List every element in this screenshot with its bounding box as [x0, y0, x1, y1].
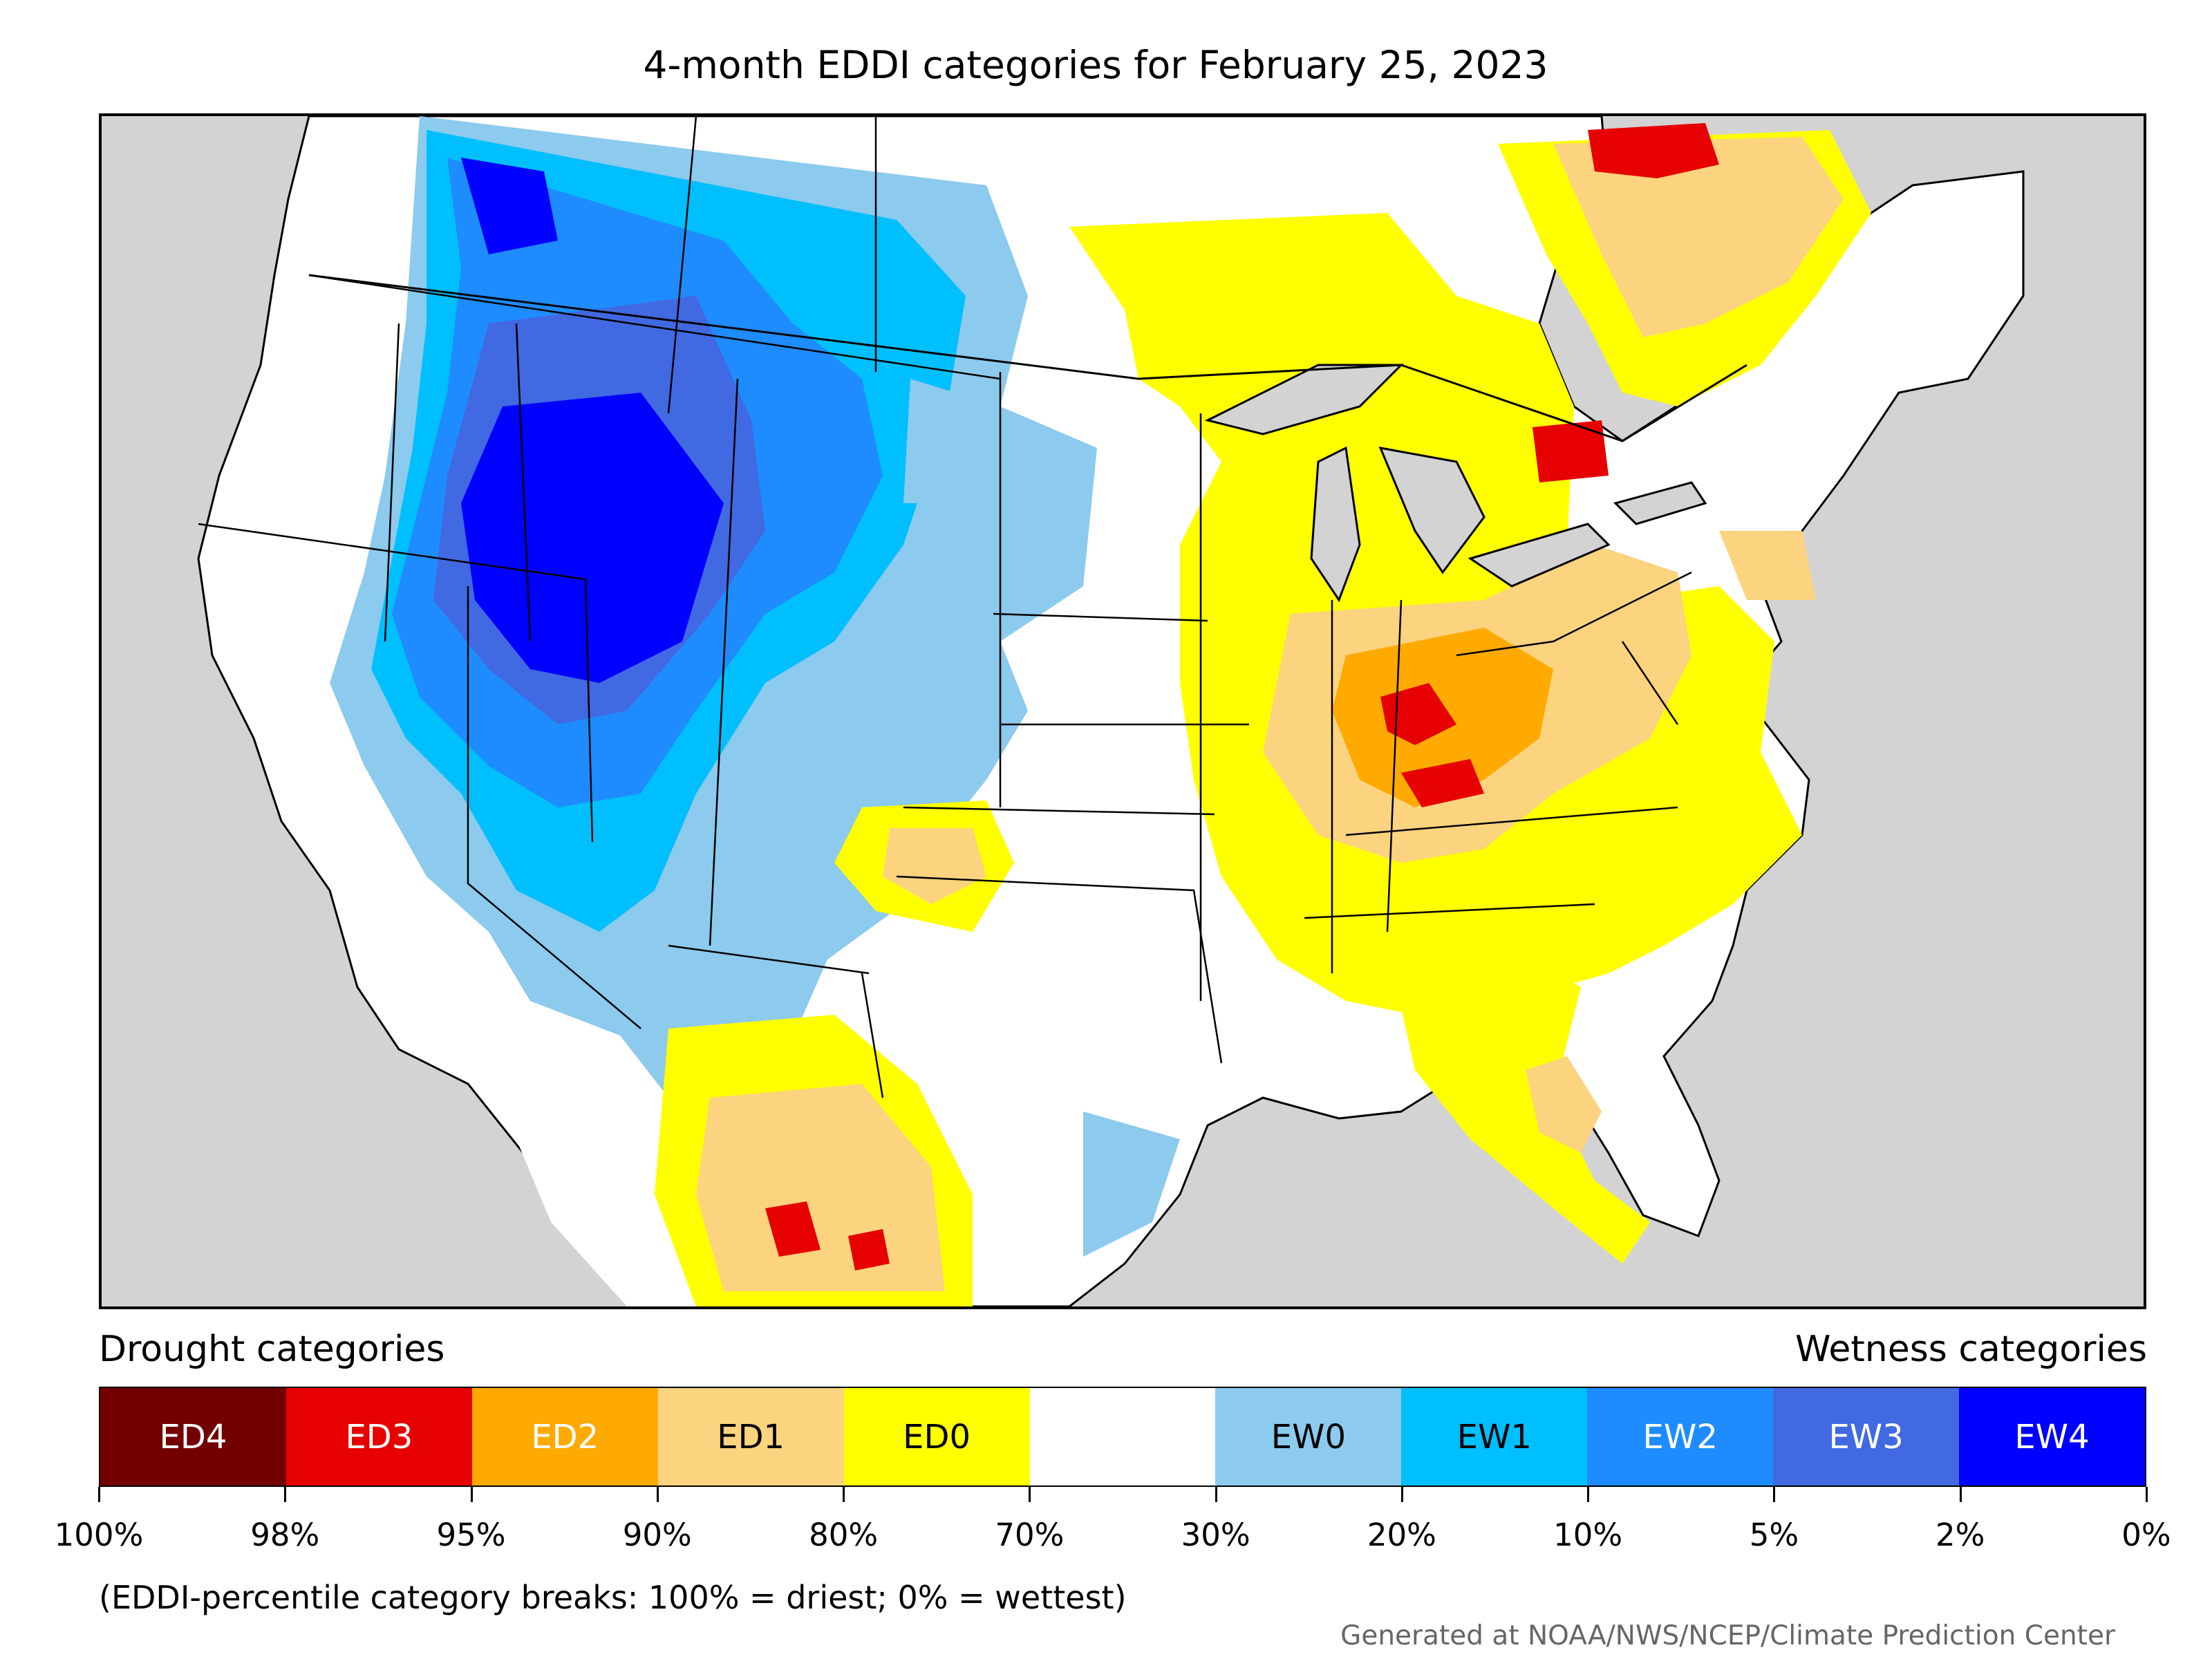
legend-cell-ed4: ED4: [100, 1388, 286, 1485]
legend-cell-ed2: ED2: [471, 1388, 658, 1485]
colorbar-ticks: [98, 1487, 2148, 1502]
legend-cell-ew4: EW4: [1959, 1388, 2145, 1485]
colorbar-tick: [1029, 1487, 1031, 1502]
eddi-map: [99, 113, 2146, 1309]
colorbar-tick-label: 10%: [1553, 1517, 1623, 1553]
legend-cell-ew2: EW2: [1587, 1388, 1774, 1485]
state-boundaries: [198, 116, 1692, 1098]
legend-cell-neutral: [1029, 1388, 1216, 1485]
colorbar-tick: [1400, 1487, 1403, 1502]
colorbar-tick-label: 90%: [622, 1517, 692, 1553]
credit-line: Generated at NOAA/NWS/NCEP/Climate Predi…: [1340, 1620, 2115, 1651]
colorbar-tick: [656, 1487, 659, 1502]
colorbar-tick: [843, 1487, 845, 1502]
great-lakes: [1204, 364, 1707, 603]
colorbar-tick: [470, 1487, 473, 1502]
colorbar-tick-label: 98%: [250, 1517, 320, 1553]
legend-cell-ew3: EW3: [1773, 1388, 1960, 1485]
colorbar-tick-label: 30%: [1181, 1517, 1250, 1553]
category-colorbar: ED4 ED3 ED2 ED1 ED0 EW0 EW1 EW2 EW3 EW4: [99, 1387, 2146, 1487]
colorbar-tick-label: 0%: [2121, 1517, 2171, 1553]
colorbar-tick: [98, 1487, 100, 1502]
colorbar-tick: [2146, 1487, 2148, 1502]
colorbar-tick-label: 100%: [54, 1517, 144, 1553]
legend-cell-ew1: EW1: [1401, 1388, 1588, 1485]
colorbar-tick: [1959, 1487, 1962, 1502]
colorbar-tick-label: 2%: [1936, 1517, 1985, 1553]
legend-cell-ed3: ED3: [285, 1388, 472, 1485]
wetness-categories-heading: Wetness categories: [1795, 1329, 2147, 1370]
percentile-note: (EDDI-percentile category breaks: 100% =…: [99, 1579, 1127, 1616]
colorbar-tick-label: 5%: [1749, 1517, 1799, 1553]
legend-cell-ew0: EW0: [1215, 1388, 1402, 1485]
colorbar-tick: [1587, 1487, 1590, 1502]
legend-cell-ed1: ED1: [657, 1388, 844, 1485]
colorbar-tick: [284, 1487, 287, 1502]
colorbar-tick-label: 70%: [995, 1517, 1065, 1553]
legend-cell-ed0: ED0: [843, 1388, 1030, 1485]
colorbar-tick: [1215, 1487, 1217, 1502]
map-title: 4-month EDDI categories for February 25,…: [643, 43, 1548, 87]
colorbar-tick-label: 80%: [809, 1517, 879, 1553]
drought-categories-heading: Drought categories: [99, 1329, 445, 1370]
colorbar-tick-label: 95%: [436, 1517, 506, 1553]
colorbar-tick: [1773, 1487, 1776, 1502]
colorbar-tick-label: 20%: [1367, 1517, 1436, 1553]
